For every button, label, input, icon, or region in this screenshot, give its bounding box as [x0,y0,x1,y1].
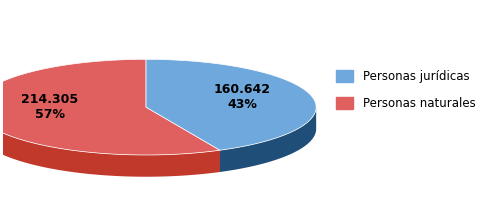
Polygon shape [0,107,220,177]
Polygon shape [220,107,316,172]
Legend: Personas jurídicas, Personas naturales: Personas jurídicas, Personas naturales [331,65,480,115]
Polygon shape [146,59,316,150]
Polygon shape [0,59,220,155]
Text: 214.305
57%: 214.305 57% [22,93,78,121]
Text: 160.642
43%: 160.642 43% [214,83,270,111]
